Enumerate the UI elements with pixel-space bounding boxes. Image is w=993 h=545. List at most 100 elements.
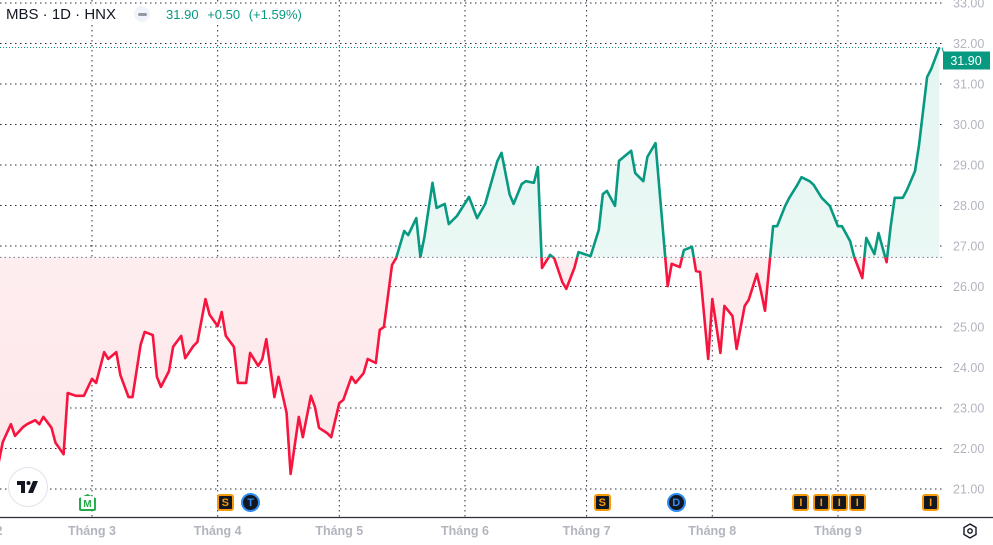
- data-point: [695, 270, 697, 272]
- data-point: [95, 382, 97, 384]
- data-point: [873, 253, 875, 255]
- price-axis-label: 25.00: [953, 321, 984, 335]
- data-point: [577, 251, 579, 253]
- data-point: [618, 160, 620, 162]
- data-point: [265, 338, 267, 340]
- data-point: [375, 362, 377, 364]
- data-point: [565, 288, 567, 290]
- data-point: [930, 68, 932, 70]
- data-point: [261, 358, 263, 360]
- data-point: [354, 382, 356, 384]
- data-point: [743, 305, 745, 307]
- price-axis-label: 28.00: [953, 199, 984, 213]
- data-point: [808, 180, 810, 182]
- event-marker-s[interactable]: S: [593, 494, 611, 511]
- data-point: [589, 255, 591, 257]
- time-axis-label: Tháng 8: [688, 524, 736, 538]
- data-point: [537, 166, 539, 168]
- data-point: [285, 412, 287, 414]
- tradingview-logo-icon: [17, 481, 38, 493]
- data-point: [679, 266, 681, 268]
- data-point: [671, 263, 673, 265]
- data-point: [204, 298, 206, 300]
- data-point: [314, 406, 316, 408]
- data-point: [683, 249, 685, 251]
- event-marker-d[interactable]: D: [666, 493, 686, 512]
- data-point: [748, 299, 750, 301]
- event-marker-i[interactable]: I: [922, 494, 940, 511]
- data-point: [180, 335, 182, 337]
- data-point: [10, 423, 12, 425]
- data-point: [342, 399, 344, 401]
- price-line-up: [394, 47, 941, 258]
- data-point: [468, 196, 470, 198]
- data-point: [666, 285, 668, 287]
- event-marker-i[interactable]: I: [792, 494, 810, 511]
- event-marker-i[interactable]: I: [848, 494, 866, 511]
- data-point: [731, 315, 733, 317]
- event-marker-t[interactable]: T: [241, 493, 261, 512]
- time-axis-label: Tháng 6: [441, 524, 489, 538]
- data-point: [289, 473, 291, 475]
- data-point: [208, 314, 210, 316]
- data-point: [221, 311, 223, 313]
- data-point: [711, 298, 713, 300]
- event-marker-m[interactable]: M: [78, 494, 96, 511]
- data-point: [139, 344, 141, 346]
- data-point: [443, 203, 445, 205]
- data-point: [841, 225, 843, 227]
- time-axis-label: Tháng 9: [814, 524, 862, 538]
- data-point: [107, 358, 109, 360]
- data-point: [512, 203, 514, 205]
- event-marker-i[interactable]: I: [812, 494, 830, 511]
- data-point: [75, 395, 77, 397]
- time-axis-label: Tháng 3: [68, 524, 116, 538]
- data-point: [127, 396, 129, 398]
- price-axis-label: 23.00: [953, 402, 984, 416]
- data-point: [533, 182, 535, 184]
- data-point: [249, 352, 251, 354]
- data-point: [456, 215, 458, 217]
- data-point: [914, 170, 916, 172]
- area-fill-down: [0, 257, 940, 474]
- data-point: [825, 201, 827, 203]
- data-point: [699, 271, 701, 273]
- data-point: [614, 205, 616, 207]
- data-point: [62, 453, 64, 455]
- price-line-down: [0, 257, 889, 476]
- settings-button[interactable]: [961, 522, 979, 540]
- time-axis-label: Tháng 4: [194, 524, 242, 538]
- event-marker-s[interactable]: S: [216, 494, 234, 511]
- data-point: [626, 153, 628, 155]
- data-point: [906, 189, 908, 191]
- data-point: [119, 374, 121, 376]
- hide-legend-button[interactable]: [134, 6, 151, 22]
- tradingview-logo[interactable]: [8, 467, 48, 507]
- data-point: [172, 346, 174, 348]
- data-point: [435, 207, 437, 209]
- data-point: [38, 423, 40, 425]
- data-point: [152, 334, 154, 336]
- data-point: [553, 257, 555, 259]
- data-point: [525, 180, 527, 182]
- data-point: [800, 176, 802, 178]
- data-point: [144, 331, 146, 333]
- data-point: [156, 376, 158, 378]
- data-point: [326, 432, 328, 434]
- time-axis-label: Tháng 5: [315, 524, 363, 538]
- data-point: [350, 376, 352, 378]
- data-point: [630, 150, 632, 152]
- event-marker-i[interactable]: I: [830, 494, 848, 511]
- data-point: [216, 325, 218, 327]
- price-axis-label: 29.00: [953, 159, 984, 173]
- data-point: [634, 172, 636, 174]
- symbol-title[interactable]: MBS · 1D · HNX: [6, 5, 117, 23]
- data-point: [776, 225, 778, 227]
- data-point: [877, 232, 879, 234]
- data-point: [257, 365, 259, 367]
- data-point: [245, 382, 247, 384]
- data-point: [646, 156, 648, 158]
- data-point: [302, 436, 304, 438]
- data-point: [837, 225, 839, 227]
